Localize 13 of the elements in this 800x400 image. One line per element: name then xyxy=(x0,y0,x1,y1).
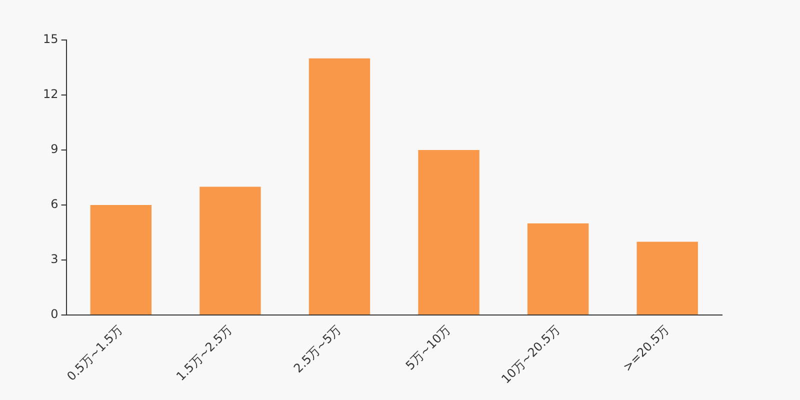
bar xyxy=(90,205,152,315)
bar xyxy=(200,186,261,315)
x-tick-label: 2.5万~5万 xyxy=(290,322,344,376)
bar xyxy=(308,58,370,315)
bar xyxy=(636,242,698,315)
bar xyxy=(418,150,480,315)
y-tick-label: 6 xyxy=(50,197,58,212)
y-tick-label: 9 xyxy=(50,142,58,156)
bar xyxy=(527,223,589,315)
y-tick-label: 15 xyxy=(42,32,58,46)
y-tick-label: 12 xyxy=(42,87,58,102)
y-tick-label: 0 xyxy=(50,307,58,322)
y-tick-label: 3 xyxy=(50,252,58,266)
